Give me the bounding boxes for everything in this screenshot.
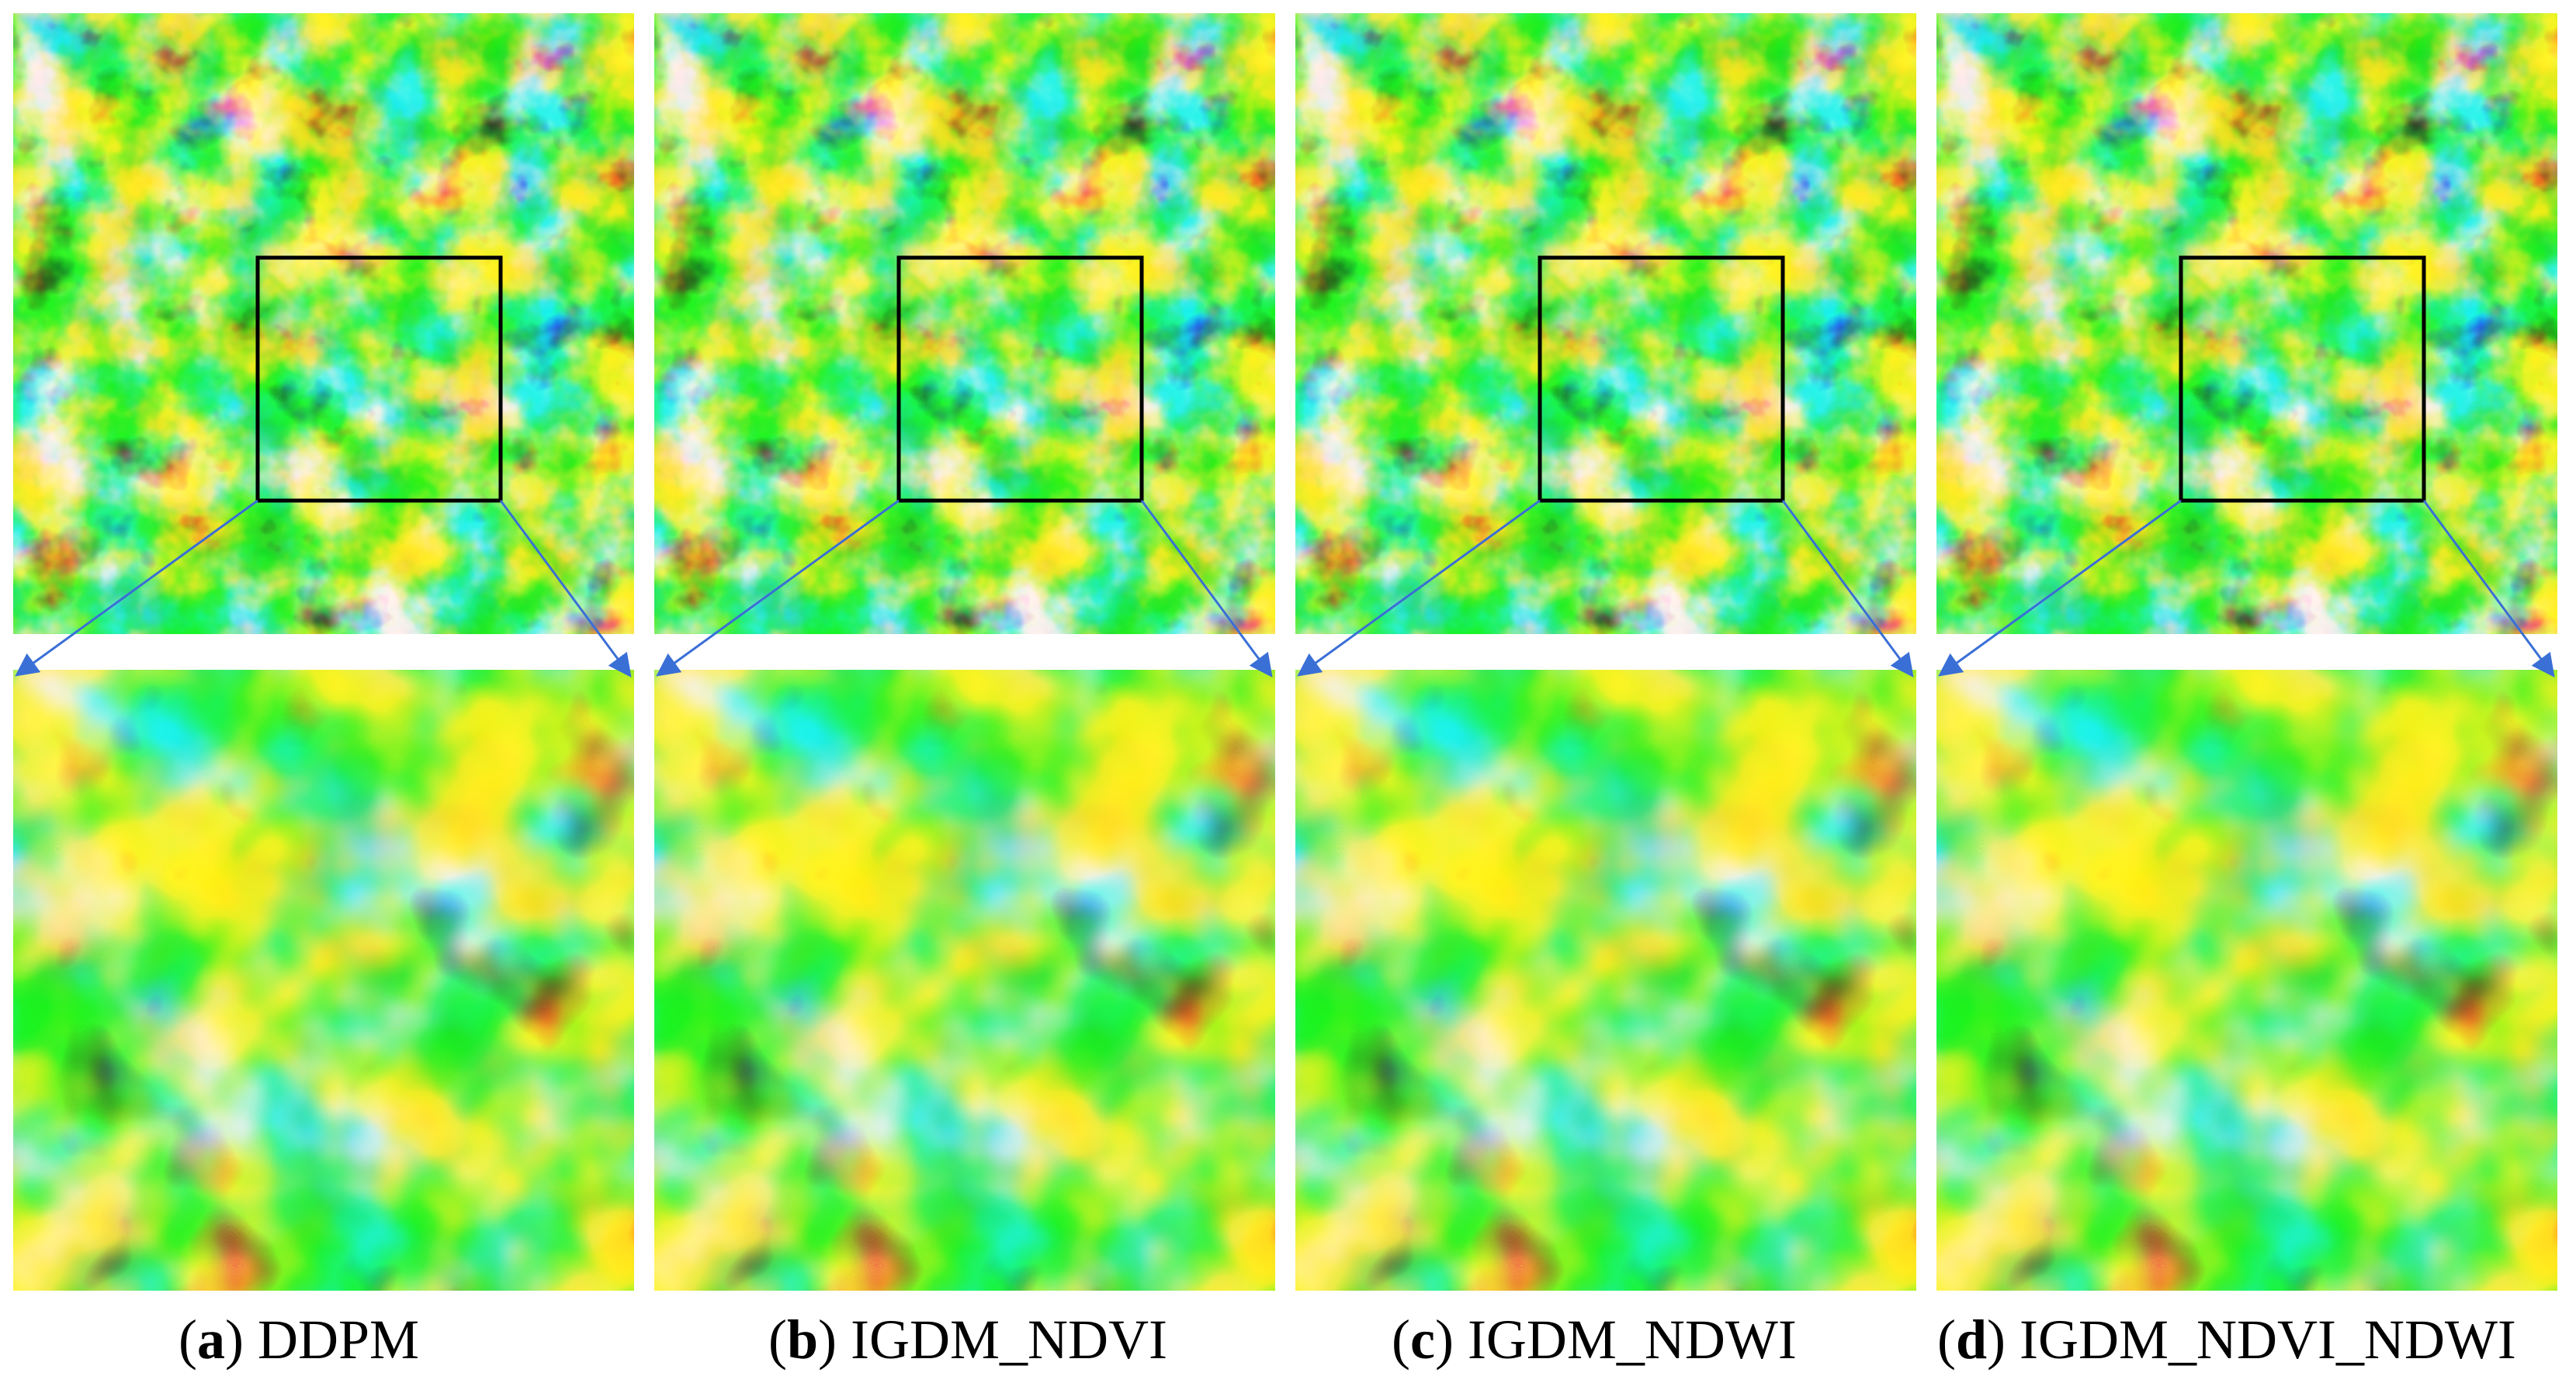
roi-box	[896, 255, 1144, 503]
map-zoom-igdm-ndvi-ndwi-image	[1936, 670, 2557, 1291]
map-full-igdm-ndwi-image	[1295, 13, 1916, 634]
map-zoom-igdm-ndvi-image	[654, 670, 1275, 1291]
map-zoom-igdm-ndwi	[1295, 670, 1916, 1291]
map-zoom-igdm-ndwi-image	[1295, 670, 1916, 1291]
map-zoom-ddpm-image	[13, 670, 634, 1291]
map-zoom-ddpm	[13, 670, 634, 1291]
caption-method: DDPM	[257, 1309, 420, 1371]
map-full-igdm-ndvi-image	[654, 13, 1275, 634]
caption-letter: b	[786, 1309, 819, 1371]
map-full-igdm-ndvi-ndwi-image	[1936, 13, 2557, 634]
caption-letter: c	[1409, 1309, 1435, 1371]
caption-b: (b) IGDM_NDVI	[768, 1309, 1167, 1371]
caption-d: (d) IGDM_NDVI_NDWI	[1937, 1309, 2516, 1371]
map-zoom-igdm-ndvi	[654, 670, 1275, 1291]
caption-c: (c) IGDM_NDWI	[1392, 1309, 1797, 1371]
roi-box	[255, 255, 503, 503]
caption-method: IGDM_NDVI_NDWI	[2020, 1309, 2516, 1371]
caption-letter: d	[1955, 1309, 1988, 1371]
map-full-ddpm-image	[13, 13, 634, 634]
roi-box	[1538, 255, 1785, 503]
caption-method: IGDM_NDVI	[851, 1309, 1167, 1371]
map-full-igdm-ndvi	[654, 13, 1275, 634]
map-full-igdm-ndvi-ndwi	[1936, 13, 2557, 634]
map-full-igdm-ndwi	[1295, 13, 1916, 634]
caption-method: IGDM_NDWI	[1467, 1309, 1797, 1371]
caption-letter: a	[196, 1309, 225, 1371]
caption-a: (a) DDPM	[179, 1309, 420, 1371]
map-full-ddpm	[13, 13, 634, 634]
map-zoom-igdm-ndvi-ndwi	[1936, 670, 2557, 1291]
roi-box	[2179, 255, 2426, 503]
